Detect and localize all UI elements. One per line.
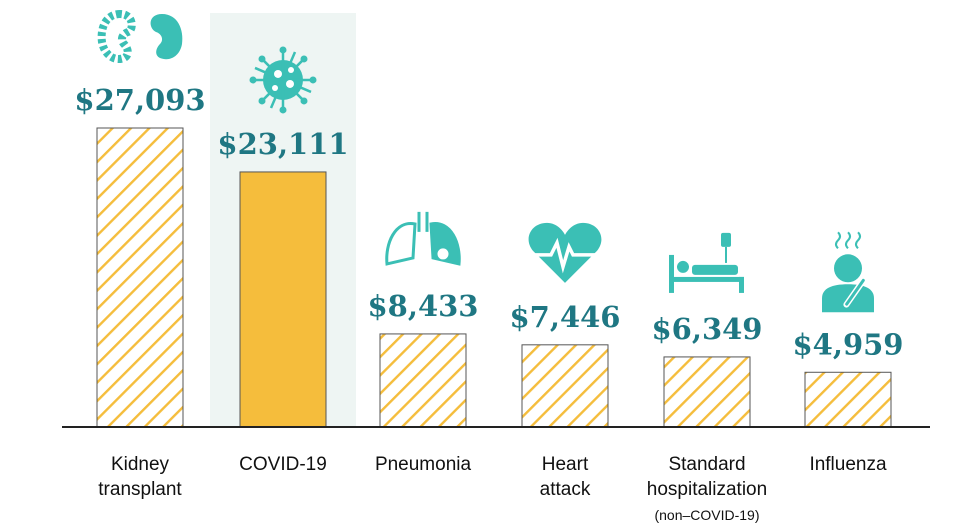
- bar-5: [804, 371, 892, 428]
- value-label: $8,433: [368, 289, 479, 323]
- category-label: Kidney: [111, 454, 170, 475]
- category-label: Influenza: [809, 454, 887, 475]
- virus-icon: [248, 45, 318, 115]
- bar-2: [379, 333, 467, 428]
- value-label: $6,349: [652, 312, 763, 346]
- value-label: $7,446: [510, 300, 621, 334]
- category-sublabel: (non–COVID-19): [654, 507, 759, 523]
- kidney-icon: [102, 14, 183, 59]
- heart-pulse-icon: [526, 221, 604, 285]
- bar-4: [663, 356, 751, 428]
- category-label: COVID-19: [239, 454, 327, 475]
- category-label: attack: [540, 479, 591, 500]
- hospital-bed-icon: [669, 232, 744, 293]
- bar-3: [521, 344, 609, 428]
- bar-1: [239, 171, 327, 428]
- sick-person-icon: [821, 231, 875, 314]
- bar-0: [96, 127, 184, 428]
- value-label: $23,111: [217, 127, 348, 161]
- category-label: Pneumonia: [375, 454, 472, 475]
- category-label: transplant: [98, 479, 182, 500]
- category-label: Heart: [542, 454, 589, 475]
- value-label: $4,959: [793, 327, 904, 361]
- value-label: $27,093: [74, 83, 205, 117]
- category-label: hospitalization: [647, 479, 767, 500]
- lungs-icon: [385, 210, 461, 266]
- category-label: Standard: [668, 454, 745, 475]
